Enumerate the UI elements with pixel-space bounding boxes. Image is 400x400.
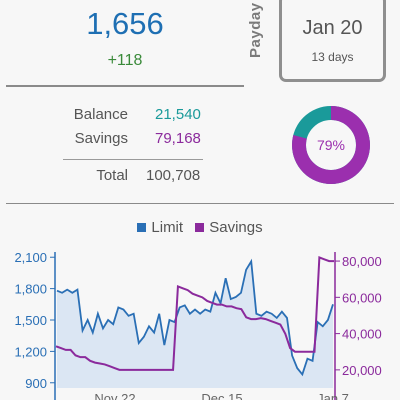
savings-label: Savings [74,130,128,147]
divider [63,159,203,160]
donut-percent-label: 79% [317,137,345,153]
balance-value: 21,540 [155,106,201,123]
x-tick-label: Jan 7 [317,391,349,400]
legend-label: Limit [151,219,184,236]
donut-main-segment [292,106,370,184]
left-tick-label: 900 [25,376,47,391]
chart-legend: Limit Savings [0,219,400,236]
limit-area [57,261,333,388]
right-tick-label: 40,000 [342,327,382,342]
legend-item-savings[interactable]: Savings [195,219,263,236]
legend-swatch [195,223,205,232]
balance-label: Balance [73,106,128,123]
savings-line [55,256,334,371]
x-tick-label: Nov 22 [94,391,135,400]
payday-date: Jan 20 [302,17,363,39]
left-tick-label: 1,500 [14,313,47,328]
total-label: Total [96,167,128,184]
x-tick-label: Dec 15 [201,391,242,400]
left-tick-label: 1,800 [14,282,47,297]
right-tick-label: 60,000 [342,290,382,305]
limit-line [56,258,334,377]
current-value: 1,656 [86,6,164,41]
value-change: +118 [107,52,143,69]
legend-swatch [137,223,147,232]
total-value: 100,708 [146,167,201,184]
right-tick-label: 20,000 [342,363,382,378]
payday-card[interactable]: Jan 20 13 days [279,0,386,82]
payday-days-remaining: 13 days [311,50,354,64]
savings-ratio-donut: 79% [292,106,370,184]
payday-label: Payday [247,2,264,58]
section-divider [6,203,394,204]
balance-chart[interactable]: 2,100 1,800 1,500 1,200 900 80,000 60,000 40,00… [0,240,400,400]
right-tick-label: 80,000 [342,254,382,269]
legend-item-limit[interactable]: Limit [137,219,183,236]
savings-value: 79,168 [155,130,201,147]
left-tick-label: 2,100 [14,250,47,265]
legend-label: Savings [209,219,263,236]
divider [6,85,244,87]
left-tick-label: 1,200 [14,344,47,359]
